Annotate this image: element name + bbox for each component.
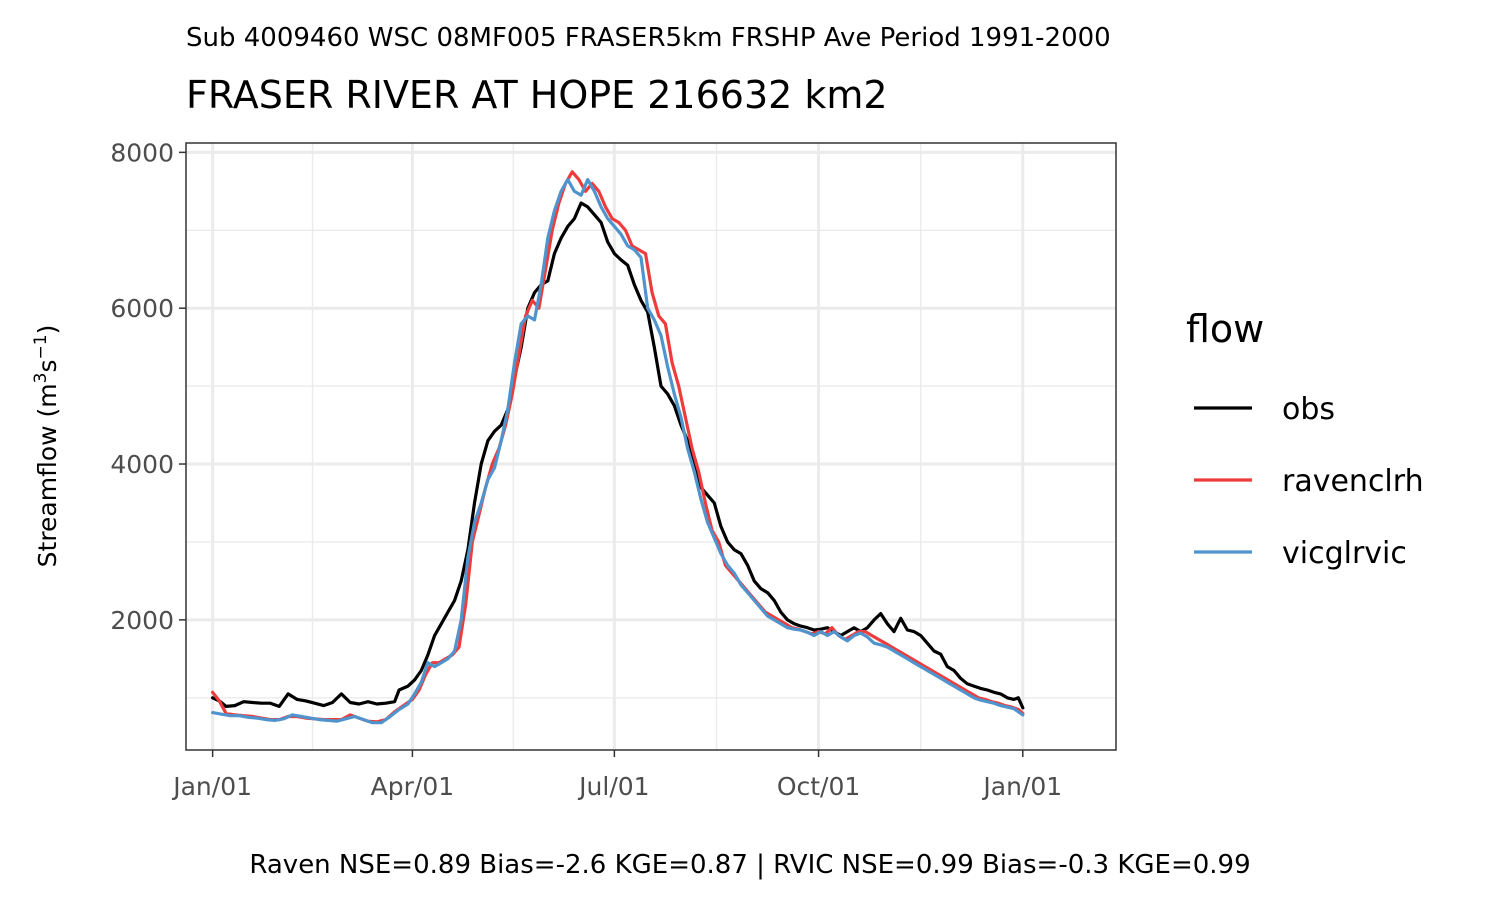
y-axis-label: Streamflow (m3s−1) <box>31 325 62 568</box>
series-line-vicglrvic <box>211 178 1025 725</box>
x-tick-label: Jan/01 <box>171 772 252 801</box>
y-tick-label: 4000 <box>110 450 174 479</box>
plot-panel-border <box>185 142 1117 751</box>
legend-label-obs: obs <box>1282 392 1335 427</box>
axis-ticks: 2000 4000 6000 8000 Jan/01 Apr/01 Jul/01 Oct/01… <box>110 138 1062 801</box>
y-tick-label: 2000 <box>110 606 174 635</box>
metrics-caption: Raven NSE=0.89 Bias=-2.6 KGE=0.87 | RVIC… <box>249 850 1250 880</box>
grid-lines <box>186 143 1116 750</box>
legend-label-ravenclrh: ravenclrh <box>1282 464 1424 499</box>
x-tick-label: Jan/01 <box>981 772 1062 801</box>
y-tick-label: 6000 <box>110 294 174 323</box>
legend-label-vicglrvic: vicglrvic <box>1282 536 1407 571</box>
legend-title: flow <box>1186 307 1264 351</box>
chart-title: FRASER RIVER AT HOPE 216632 km2 <box>186 73 888 117</box>
x-tick-label: Oct/01 <box>777 772 860 801</box>
series-lines <box>211 170 1025 725</box>
x-tick-label: Apr/01 <box>371 772 454 801</box>
chart-subtitle: Sub 4009460 WSC 08MF005 FRASER5km FRSHP … <box>186 23 1111 53</box>
legend: obs ravenclrh vicglrvic <box>1194 392 1424 571</box>
y-tick-label: 8000 <box>110 138 174 167</box>
series-line-ravenclrh <box>211 170 1025 724</box>
x-tick-label: Jul/01 <box>577 772 649 801</box>
series-line-obs <box>211 201 1025 710</box>
